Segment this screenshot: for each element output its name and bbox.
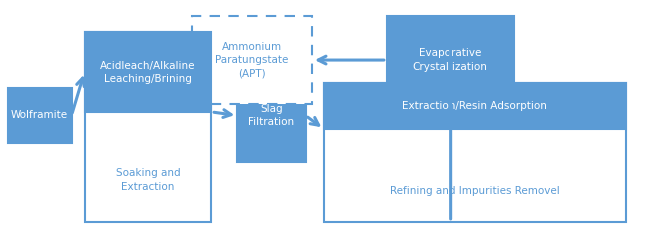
FancyBboxPatch shape	[324, 83, 626, 129]
Text: Wolframite: Wolframite	[11, 110, 68, 121]
Text: Acidleach/Alkaline
Leaching/Brining: Acidleach/Alkaline Leaching/Brining	[100, 61, 196, 84]
FancyBboxPatch shape	[84, 32, 211, 222]
Text: Ammonium
Paratungstate
(APT): Ammonium Paratungstate (APT)	[215, 42, 289, 78]
FancyBboxPatch shape	[192, 16, 312, 104]
Text: Slag
Filtration: Slag Filtration	[248, 104, 294, 127]
FancyBboxPatch shape	[237, 69, 306, 162]
Text: Soaking and
Extraction: Soaking and Extraction	[116, 168, 180, 192]
Text: Evaporative
Crystallization: Evaporative Crystallization	[413, 49, 488, 72]
FancyBboxPatch shape	[84, 32, 211, 112]
FancyBboxPatch shape	[8, 88, 72, 143]
FancyBboxPatch shape	[387, 16, 514, 104]
Text: Refining and Impurities Removel: Refining and Impurities Removel	[390, 186, 560, 196]
FancyBboxPatch shape	[324, 83, 626, 222]
Text: Extraction/Resin Adsorption: Extraction/Resin Adsorption	[402, 101, 547, 111]
